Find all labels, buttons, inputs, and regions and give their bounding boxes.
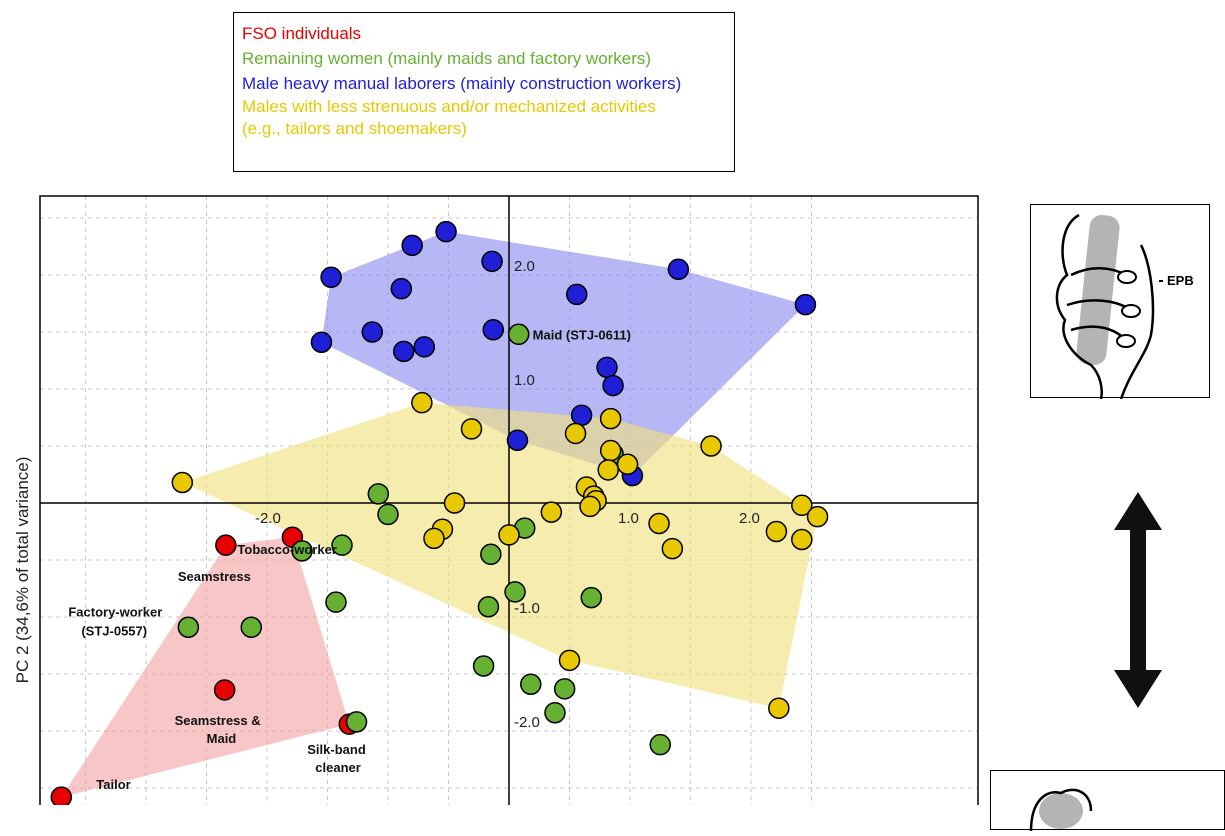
data-point-series-0 <box>215 534 237 556</box>
data-point-series-2 <box>794 293 817 316</box>
data-point-series-3 <box>564 422 587 445</box>
data-point-series-3 <box>700 435 722 457</box>
data-point-series-3 <box>597 459 619 481</box>
data-point-series-3 <box>423 527 445 550</box>
data-point-series-3 <box>599 439 622 462</box>
data-point-series-2 <box>435 220 457 243</box>
point-annotation: Silk-band <box>307 742 366 757</box>
point-annotation: cleaner <box>315 760 361 775</box>
data-point-series-3 <box>171 471 194 494</box>
point-annotation: Tobacco-worker <box>237 542 336 557</box>
data-point-series-1 <box>507 323 530 346</box>
data-point-series-2 <box>482 318 505 341</box>
data-point-series-1 <box>480 543 502 566</box>
data-point-series-3 <box>579 495 601 518</box>
data-point-series-2 <box>413 336 436 358</box>
data-point-series-3 <box>540 501 563 523</box>
data-point-series-1 <box>345 711 368 733</box>
data-point-series-3 <box>661 537 684 560</box>
legend-item-women: Remaining women (mainly maids and factor… <box>242 49 652 68</box>
data-point-series-2 <box>481 250 503 273</box>
x-tick-label: 2.0 <box>739 510 760 527</box>
hull-area-0 <box>61 537 350 798</box>
data-point-series-3 <box>411 391 433 414</box>
hand-grip-inset: EPB <box>1030 204 1210 400</box>
x-tick-label: -2.0 <box>255 510 281 527</box>
point-annotations: Maid (STJ-0611) Tobacco-worker Seamstress F… <box>68 327 631 792</box>
data-points <box>50 220 829 805</box>
data-point-series-1 <box>504 581 526 603</box>
hull-area-2 <box>321 231 806 476</box>
data-point-series-2 <box>401 234 423 257</box>
epb-label: EPB <box>1167 273 1194 288</box>
data-point-series-2 <box>310 331 333 354</box>
point-annotation: Maid (STJ-0611) <box>533 327 631 342</box>
data-point-series-2 <box>602 374 624 397</box>
data-point-series-3 <box>460 418 483 440</box>
data-point-series-1 <box>240 616 263 639</box>
legend-item-fso: FSO individuals <box>242 24 362 43</box>
data-point-series-1 <box>377 503 399 526</box>
y-tick-label: -1.0 <box>514 600 540 617</box>
data-point-series-3 <box>443 492 466 514</box>
data-point-series-1 <box>325 591 347 613</box>
axes <box>40 196 978 805</box>
legend: FSO individuals Remaining women (mainly … <box>233 12 735 172</box>
data-point-series-2 <box>596 356 618 379</box>
data-point-series-1 <box>477 595 500 618</box>
data-point-series-2 <box>361 321 384 343</box>
data-point-series-1 <box>367 483 390 505</box>
point-annotation: Maid <box>207 731 237 746</box>
data-point-series-3 <box>791 528 813 551</box>
x-tick-label: 1.0 <box>618 510 639 527</box>
data-point-series-0 <box>50 786 73 805</box>
data-point-series-3 <box>806 505 829 528</box>
data-point-series-0 <box>213 679 236 701</box>
hand-grip-illustration: EPB <box>1055 213 1194 400</box>
scatter-chart: -2.0 1.0 2.0 2.0 1.0 -1.0 -2.0 Maid (STJ-0611)… <box>39 195 979 805</box>
data-point-series-3 <box>498 524 520 546</box>
data-point-series-1 <box>580 586 603 609</box>
y-tick-label: 2.0 <box>514 258 535 275</box>
data-point-series-1 <box>331 534 353 556</box>
legend-item-light-male: Males with less strenuous and/or mechani… <box>242 97 656 116</box>
data-point-series-3 <box>558 649 581 672</box>
y-tick-label: 1.0 <box>514 372 535 389</box>
data-point-series-1 <box>291 540 313 562</box>
data-point-series-2 <box>392 340 415 363</box>
data-point-series-3 <box>599 407 622 430</box>
data-point-series-1 <box>649 733 671 756</box>
data-point-series-3 <box>765 520 788 543</box>
legend-item-light-male-cont: (e.g., tailors and shoemakers) <box>242 119 467 138</box>
point-annotation: Factory-worker <box>68 604 162 619</box>
fist-inset <box>990 770 1225 832</box>
data-point-series-3 <box>768 697 790 719</box>
data-point-series-3 <box>648 512 670 535</box>
data-point-series-1 <box>472 655 495 677</box>
data-point-series-2 <box>667 258 690 281</box>
data-point-series-1 <box>553 678 576 700</box>
point-annotation: Seamstress & <box>175 713 261 728</box>
double-arrow-icon <box>1114 492 1162 708</box>
data-point-series-2 <box>570 404 593 426</box>
legend-item-heavy-male: Male heavy manual laborers (mainly const… <box>242 74 682 93</box>
data-point-series-1 <box>177 616 200 639</box>
y-axis-label: PC 2 (34,6% of total variance) <box>13 456 32 684</box>
tick-labels: -2.0 1.0 2.0 2.0 1.0 -1.0 -2.0 <box>255 258 760 731</box>
point-annotation: (STJ-0557) <box>81 623 147 638</box>
y-tick-label: -2.0 <box>514 714 540 731</box>
fist-illustration <box>1029 788 1093 832</box>
point-annotation: Tailor <box>96 777 130 792</box>
data-point-series-2 <box>320 266 342 289</box>
data-point-series-2 <box>506 429 529 452</box>
data-point-series-3 <box>791 494 813 517</box>
point-annotation: Seamstress <box>178 569 251 584</box>
data-point-series-1 <box>544 702 566 724</box>
data-point-series-1 <box>520 673 542 696</box>
data-point-series-3 <box>616 453 639 475</box>
data-point-series-2 <box>390 277 413 300</box>
plot-frame <box>39 195 979 805</box>
data-point-series-2 <box>566 283 588 306</box>
